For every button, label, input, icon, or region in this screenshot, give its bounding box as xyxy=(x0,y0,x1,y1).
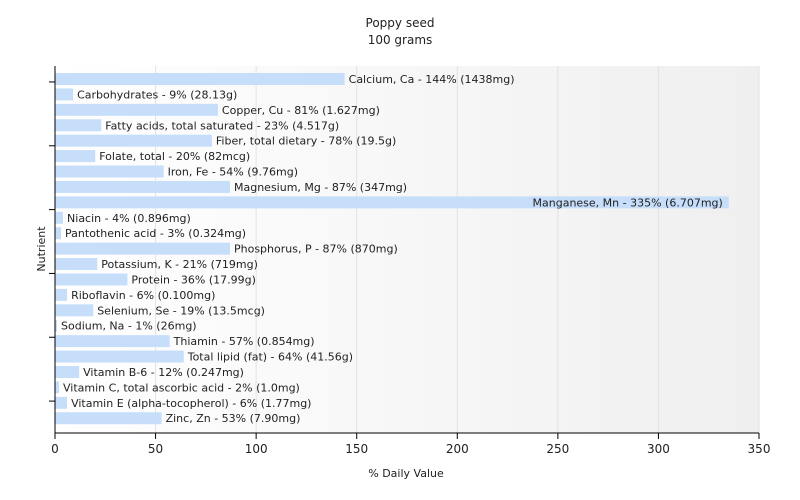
bar xyxy=(55,150,96,163)
bar xyxy=(55,73,345,85)
bar xyxy=(55,304,94,317)
bar-label: Fiber, total dietary - 78% (19.5g) xyxy=(216,135,396,148)
bar xyxy=(55,412,162,425)
bar-label: Copper, Cu - 81% (1.627mg) xyxy=(222,104,380,117)
bar xyxy=(55,227,62,240)
bar xyxy=(55,242,230,255)
bar-label: Total lipid (fat) - 64% (41.56g) xyxy=(187,351,353,364)
bar xyxy=(55,211,64,224)
bar xyxy=(55,350,184,363)
bar-label: Selenium, Se - 19% (13.5mcg) xyxy=(97,304,265,317)
bar xyxy=(55,103,218,116)
bar-label: Calcium, Ca - 144% (1438mg) xyxy=(349,73,515,86)
bar-label: Iron, Fe - 54% (9.76mg) xyxy=(168,166,298,179)
x-tick-label: 300 xyxy=(647,442,670,456)
x-tick-label: 100 xyxy=(245,442,268,456)
bar-label: Pantothenic acid - 3% (0.324mg) xyxy=(65,227,246,240)
bar xyxy=(55,381,60,394)
bar xyxy=(55,365,80,378)
bar xyxy=(55,180,230,193)
bar xyxy=(55,119,102,132)
bar-label: Riboflavin - 6% (0.100mg) xyxy=(71,289,215,302)
bar-label: Folate, total - 20% (82mcg) xyxy=(99,150,250,163)
bar-label: Carbohydrates - 9% (28.13g) xyxy=(77,88,237,101)
bar xyxy=(55,165,164,178)
x-tick-label: 350 xyxy=(748,442,771,456)
bar-label: Vitamin C, total ascorbic acid - 2% (1.0… xyxy=(63,381,300,394)
bar-label: Sodium, Na - 1% (26mg) xyxy=(61,320,197,333)
x-axis-label: % Daily Value xyxy=(368,467,444,480)
bar xyxy=(55,134,212,147)
chart-title: Poppy seed xyxy=(366,16,435,30)
bar xyxy=(55,88,74,101)
axes-group xyxy=(49,66,759,434)
bar-label: Magnesium, Mg - 87% (347mg) xyxy=(234,181,407,194)
bar xyxy=(55,273,128,286)
bar xyxy=(55,335,170,348)
bar xyxy=(55,196,729,209)
x-tick-label: 150 xyxy=(345,442,368,456)
bars-group: Calcium, Ca - 144% (1438mg) Carbohydrates… xyxy=(55,73,729,425)
bar-label: Phosphorus, P - 87% (870mg) xyxy=(234,243,398,256)
bar xyxy=(55,258,98,271)
bar xyxy=(55,319,58,332)
bar-label: Niacin - 4% (0.896mg) xyxy=(67,212,191,225)
bar-label: Protein - 36% (17.99g) xyxy=(131,273,256,286)
x-tick-label: 0 xyxy=(51,442,59,456)
bar-label: Fatty acids, total saturated - 23% (4.51… xyxy=(105,119,339,132)
bar-label: Vitamin E (alpha-tocopherol) - 6% (1.77m… xyxy=(71,397,311,410)
x-tick-label: 200 xyxy=(446,442,469,456)
x-tick-label: 50 xyxy=(148,442,163,456)
bar-label: Manganese, Mn - 335% (6.707mg) xyxy=(533,196,723,209)
bar-label: Thiamin - 57% (0.854mg) xyxy=(173,335,315,348)
bar-label: Zinc, Zn - 53% (7.90mg) xyxy=(166,412,301,425)
bar-label: Vitamin B-6 - 12% (0.247mg) xyxy=(83,366,244,379)
chart-subtitle: 100 grams xyxy=(368,33,433,47)
x-tick-label: 250 xyxy=(546,442,569,456)
bar xyxy=(55,396,68,409)
y-axis-label: Nutrient xyxy=(35,226,48,272)
bar-label: Potassium, K - 21% (719mg) xyxy=(101,258,258,271)
x-ticks-group: 0 50 100 150 200 250 300 350 xyxy=(51,433,770,456)
gridlines xyxy=(155,66,760,433)
bar xyxy=(55,288,68,301)
